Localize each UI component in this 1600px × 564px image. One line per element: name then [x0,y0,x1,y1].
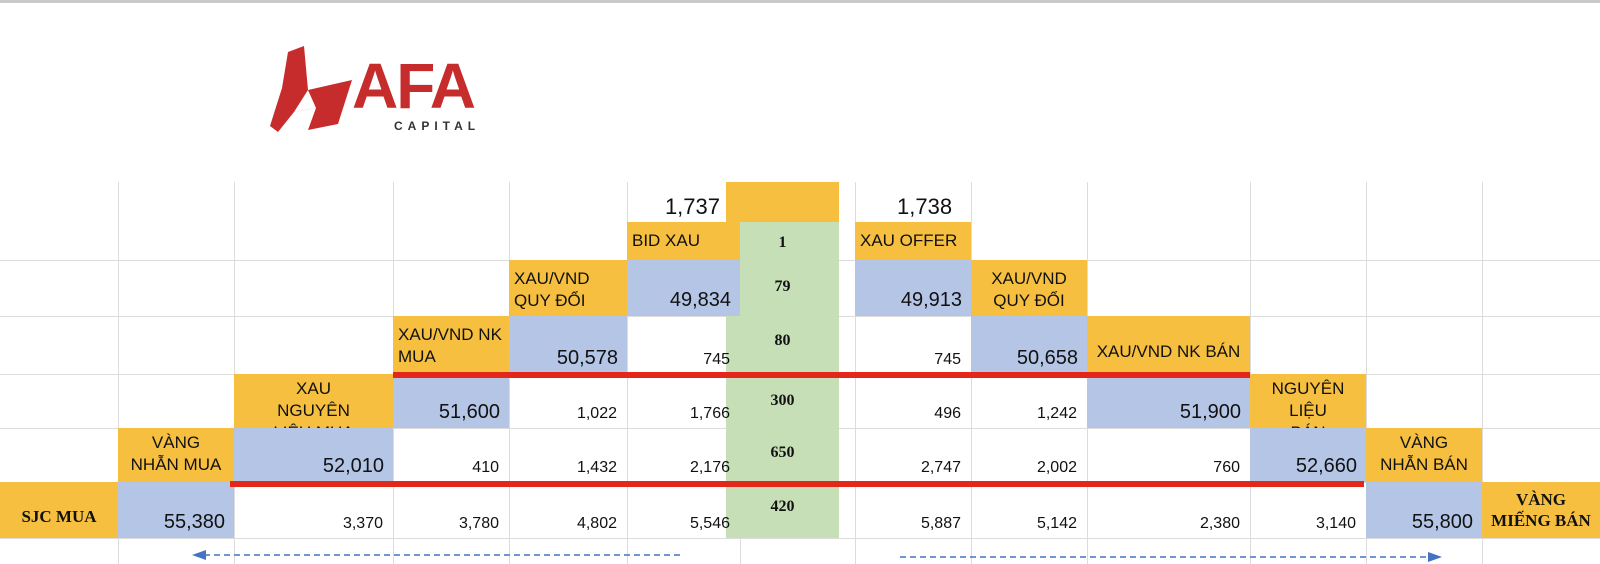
sell-diff-cell: 496 [934,405,961,422]
spread-value: 300 [770,392,795,409]
buy-xau-vnd-quy-doi-label: XAU/VND QUY ĐỔI [509,260,627,316]
grid-vertical-line [234,182,235,564]
bid-xau-label: BID XAU [627,222,740,260]
buy-diff-cell: 3,370 [342,515,383,532]
buy-xau-vnd-quy-doi-price: 50,578 [509,316,627,374]
buy-diff-cell: 410 [472,459,499,476]
sell-diff-cell: 3,140 [1315,515,1356,532]
sjc-mua-label: SJC MUA [0,482,118,538]
arrow-right-sell-side-icon [900,552,1442,562]
sell-diff-cell: 2,747 [920,459,961,476]
spread-value: 1 [778,234,787,251]
buy-diff-cell: 3,780 [458,515,499,532]
sell-xau-vnd-quy-doi-price: 50,658 [971,316,1087,374]
sell-diff-cell: 760 [1213,459,1240,476]
top-border [0,0,1600,3]
safa-capital-logo: AFA CAPITAL [268,46,498,140]
grid-horizontal-line [0,538,1600,539]
vang-mieng-ban-label: VÀNG MIẾNG BÁN [1482,482,1600,538]
arrow-left-buy-side-icon [192,550,680,560]
vang-nhan-ban-label: VÀNG NHẪN BÁN [1366,428,1482,482]
logo-wordmark: AFA [352,50,476,122]
buy-diff-cell: 4,802 [576,515,617,532]
buy-diff-cell: 745 [703,351,730,368]
spread-value: 650 [770,444,795,461]
nguyen-lieu-ban-label: NGUYÊN LIỆU BÁN [1250,374,1366,428]
xau-offer-top-price: 1,738 [897,194,953,219]
spread-value: 420 [770,498,795,515]
buy-diff-cell: 1,766 [689,405,730,422]
xau-vnd-nk-mua-price: 51,600 [393,374,509,428]
bid-xau-top-price: 1,737 [664,194,720,219]
vang-nhan-mua-label: VÀNG NHẪN MUA [118,428,234,482]
spread-header-cell [726,182,839,222]
sell-diff-cell: 2,002 [1036,459,1077,476]
sell-diff-cell: 5,887 [920,515,961,532]
sell-diff-cell: 1,242 [1036,405,1077,422]
grid-vertical-line [1366,182,1367,564]
vang-nhan-ban-price: 55,800 [1366,482,1482,538]
spread-value: 80 [774,332,791,349]
sell-xau-vnd-quy-doi-label: XAU/VND QUY ĐỔI [971,260,1087,316]
buy-diff-cell: 5,546 [689,515,730,532]
spread-value: 79 [774,278,791,295]
xau-offer-price: 49,913 [855,260,971,316]
xau-vnd-nk-ban-price: 51,900 [1087,374,1250,428]
bid-xau-price: 49,834 [627,260,740,316]
nguyen-lieu-ban-price: 52,660 [1250,428,1366,482]
buy-diff-cell: 1,432 [576,459,617,476]
grid-vertical-line [1482,182,1483,564]
red-separator-line-lower [230,481,1364,487]
xau-vnd-nk-ban-label: XAU/VND NK BÁN [1087,316,1250,374]
sell-diff-cell: 2,380 [1199,515,1240,532]
xau-nguyen-lieu-mua-price: 52,010 [234,428,393,482]
xau-offer-label: XAU OFFER [855,222,971,260]
grid-vertical-line [1250,182,1251,564]
buy-diff-cell: 1,022 [576,405,617,422]
vang-nhan-mua-price: 55,380 [118,482,234,538]
xau-nguyen-lieu-mua-label: XAU NGUYÊN LIỆU MUA [234,374,393,428]
sell-diff-cell: 5,142 [1036,515,1077,532]
red-separator-line-upper [393,372,1250,378]
buy-diff-cell: 2,176 [689,459,730,476]
grid-vertical-line [118,182,119,564]
xau-vnd-nk-mua-label: XAU/VND NK MUA [393,316,509,374]
logo-subtitle: CAPITAL [394,119,481,133]
safa-s-mark-icon [270,46,352,132]
sell-diff-cell: 745 [934,351,961,368]
